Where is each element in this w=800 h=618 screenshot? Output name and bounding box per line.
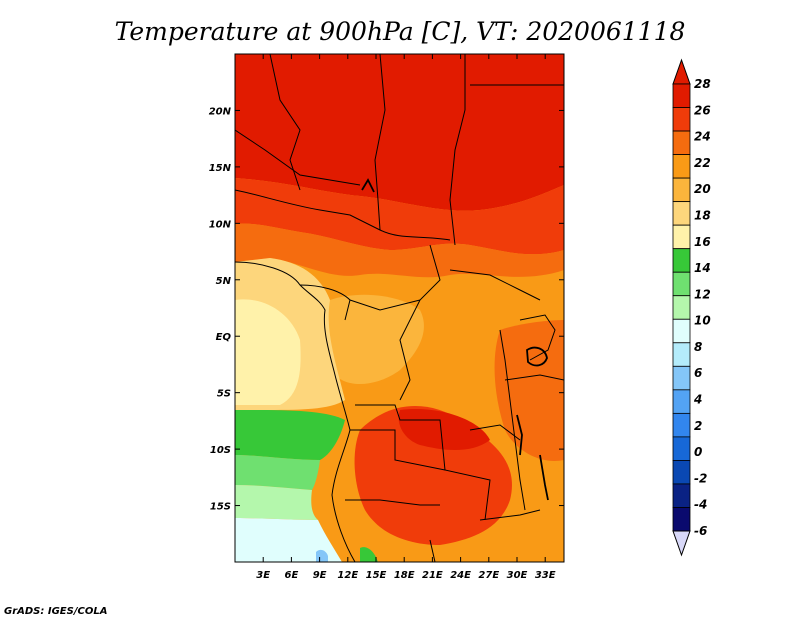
colorbar-bottom-arrow (672, 530, 691, 557)
colorbar-label: -2 (694, 471, 707, 485)
map-area (235, 54, 564, 562)
x-axis: 3E 6E 9E 12E 15E 18E 21E 24E 27E 30E 33E (256, 54, 556, 581)
temp-band-28-south (398, 409, 490, 450)
temp-band-14-south (360, 547, 378, 562)
colorbar-segment (672, 107, 691, 132)
x-tick-label: 30E (507, 570, 528, 581)
y-tick-label: 15S (210, 502, 231, 513)
temp-region-sahel-north (235, 54, 564, 211)
colorbar-label: 14 (694, 261, 711, 275)
y-axis: 20N 15N 10N 5N EQ 5S 10S 15S (209, 106, 564, 513)
colorbar-label: 28 (694, 77, 711, 91)
colorbar-label: 18 (694, 208, 711, 222)
x-tick-label: 33E (535, 570, 556, 581)
x-tick-label: 21E (422, 570, 443, 581)
temp-region-atlantic-south-9 (235, 518, 342, 562)
x-tick-label: 3E (256, 570, 270, 581)
colorbar-segment (672, 271, 691, 297)
temp-band-24 (235, 223, 564, 278)
y-tick-label: EQ (216, 332, 232, 343)
colorbar-label: 24 (694, 130, 711, 144)
colorbar-segment (672, 201, 691, 226)
temp-region-atlantic-south-11 (235, 485, 318, 520)
y-tick-label: 10N (209, 219, 232, 230)
x-tick-label: 18E (394, 570, 415, 581)
colorbar-label: 6 (694, 366, 702, 380)
colorbar-label: 2 (694, 419, 702, 433)
colorbar-segment (672, 130, 691, 155)
grads-credit: GrADS: IGES/COLA (4, 606, 107, 617)
colorbar-segment (672, 83, 691, 108)
colorbar-label: 20 (694, 182, 711, 196)
x-tick-label: 6E (285, 570, 299, 581)
colorbar-segment (672, 365, 691, 391)
colorbar-label: 22 (694, 156, 711, 170)
colorbar-segment (672, 436, 691, 461)
colorbar-segment (672, 154, 691, 179)
colorbar-segment (672, 318, 691, 344)
colorbar-segment (672, 460, 691, 485)
colorbar-segment (672, 248, 691, 273)
colorbar-label: 10 (694, 314, 711, 328)
colorbar-segment (672, 224, 691, 250)
x-tick-label: 12E (337, 570, 358, 581)
colorbar-label: -4 (694, 498, 707, 512)
map-frame (234, 53, 565, 563)
x-tick-label: 27E (478, 570, 499, 581)
colorbar-segment (672, 389, 691, 414)
colorbar-label: 12 (694, 287, 711, 301)
colorbar-segment (672, 177, 691, 203)
temp-band-26 (235, 178, 564, 255)
colorbar-label: 16 (694, 235, 711, 249)
x-tick-label: 15E (366, 570, 387, 581)
temp-band-16 (235, 299, 301, 405)
temp-region-congo-basin (323, 294, 424, 385)
colorbar-segment (672, 412, 691, 438)
x-tick-label: 9E (313, 570, 327, 581)
colorbar-label: 26 (694, 103, 711, 117)
x-tick-label: 24E (450, 570, 471, 581)
y-tick-label: 20N (209, 106, 232, 117)
y-tick-label: 10S (210, 445, 231, 456)
colorbar-label: 8 (694, 340, 702, 354)
colorbar-segment (672, 342, 691, 367)
colorbar-label: 4 (693, 393, 702, 407)
colorbar-top-arrow (672, 58, 691, 85)
colorbar-segment (672, 507, 691, 532)
y-tick-label: 5S (217, 389, 231, 400)
temp-region-atlantic-south-13 (235, 455, 320, 490)
colorbar-label: 0 (694, 445, 702, 459)
temp-band-6 (316, 549, 328, 562)
chart-title: Temperature at 900hPa [C], VT: 202006111… (115, 17, 686, 46)
temp-region-atlantic-south-15 (235, 410, 345, 460)
y-tick-label: 5N (216, 276, 232, 287)
colorbar-segment (672, 483, 691, 508)
colorbar-segment (672, 295, 691, 320)
y-tick-label: 15N (209, 163, 232, 174)
lakes (361, 178, 549, 501)
colorbar-label: -6 (694, 524, 707, 538)
country-borders (235, 54, 564, 562)
